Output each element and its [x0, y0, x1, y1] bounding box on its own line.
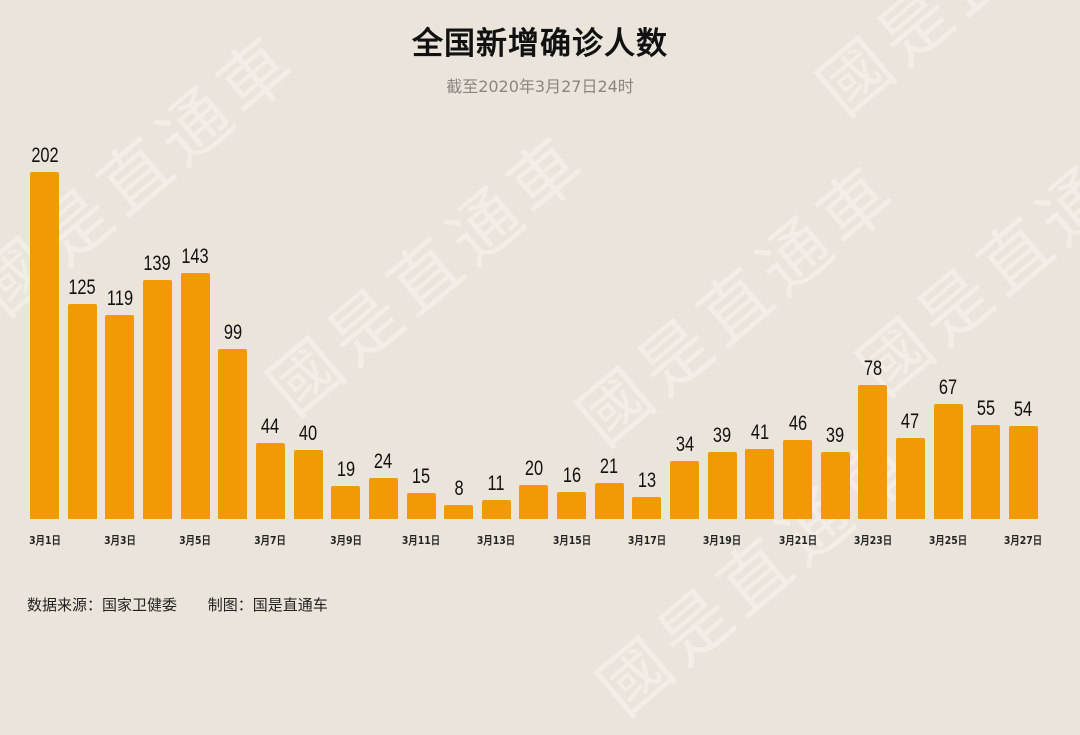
x-tick-label: 3月7日 [254, 534, 287, 547]
bar-value-label: 55 [976, 396, 995, 420]
bar-value-label: 44 [261, 415, 280, 439]
bar [594, 482, 624, 519]
bar-value-label: 119 [106, 286, 133, 310]
bar-value-label: 67 [938, 375, 958, 399]
bar [142, 280, 172, 519]
bar-value-label: 39 [826, 423, 845, 447]
bar [30, 171, 59, 519]
footer: 数据来源：国家卫健委 制图：国是直通车 [27, 594, 354, 615]
bar [933, 403, 963, 519]
bar [331, 486, 361, 519]
bar [218, 348, 248, 519]
bar [67, 304, 97, 519]
bar [707, 451, 737, 519]
x-tick-label: 3月19日 [703, 534, 742, 547]
bar-value-label: 39 [713, 423, 732, 447]
bar [820, 451, 850, 519]
bar-value-label: 11 [487, 472, 505, 496]
x-tick-label: 3月13日 [477, 534, 516, 547]
bar-value-label: 143 [181, 245, 209, 269]
bar-value-label: 34 [675, 432, 694, 456]
bar-value-label: 41 [750, 420, 769, 444]
bar-value-label: 125 [68, 276, 96, 300]
bar-chart: 202 3月1日 125 119 3月3日 139 143 3月5日 99 44 3月7日 40 19 3… [28, 143, 1043, 547]
bar [368, 477, 398, 519]
bar-value-label: 19 [336, 458, 355, 482]
bar-value-label: 202 [30, 143, 59, 167]
bar [557, 491, 587, 519]
x-tick-label: 3月25日 [928, 534, 968, 547]
bar-value-label: 24 [374, 449, 393, 473]
bar-value-label: 46 [788, 411, 807, 435]
bar [105, 314, 135, 519]
chart-subtitle: 截至2020年3月27日24时 [446, 77, 634, 96]
bar-value-label: 21 [600, 454, 619, 478]
x-tick-label: 3月1日 [28, 534, 61, 547]
bar [406, 493, 436, 519]
x-tick-label: 3月27日 [1004, 534, 1043, 547]
bar [971, 424, 1001, 519]
x-tick-label: 3月21日 [778, 534, 817, 547]
bar-value-label: 16 [562, 463, 581, 487]
x-tick-label: 3月23日 [853, 534, 892, 547]
bar [783, 439, 812, 519]
bar [745, 448, 775, 519]
x-tick-label: 3月11日 [401, 534, 441, 547]
x-tick-label: 3月5日 [179, 534, 211, 547]
bar [481, 500, 511, 519]
x-tick-label: 3月17日 [627, 534, 667, 547]
data-source: 数据来源：国家卫健委 [27, 596, 178, 614]
x-tick-label: 3月9日 [329, 534, 362, 547]
bar [895, 438, 925, 519]
bar-value-label: 15 [411, 465, 431, 489]
bar [255, 443, 285, 519]
bar [858, 384, 888, 519]
bar-value-label: 20 [524, 456, 544, 480]
bar-value-label: 54 [1014, 398, 1033, 422]
x-tick-label: 3月15日 [552, 534, 591, 547]
bar [1008, 426, 1038, 519]
bar [670, 460, 700, 519]
bar-value-label: 99 [223, 320, 242, 344]
bar [444, 505, 474, 519]
bar [632, 496, 662, 519]
x-tick-label: 3月3日 [103, 534, 136, 547]
bar-value-label: 40 [298, 422, 318, 446]
bar [180, 273, 210, 519]
chart-credit: 制图：国是直通车 [207, 596, 328, 614]
bar-value-label: 47 [901, 410, 920, 434]
bar-value-label: 139 [143, 252, 172, 276]
bar [293, 450, 323, 519]
chart-title: 全国新增确诊人数 [412, 26, 668, 62]
bar [519, 484, 549, 519]
bar-value-label: 78 [863, 356, 882, 380]
bar-value-label: 13 [637, 468, 656, 492]
bar-value-label: 8 [454, 477, 464, 501]
